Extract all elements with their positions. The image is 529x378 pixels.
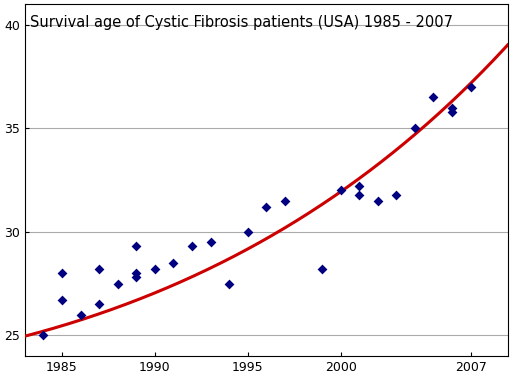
Point (355, 183, 363, 189)
Point (206, 239, 215, 245)
Point (411, 125, 419, 132)
Point (95, 266, 103, 272)
Point (95, 301, 103, 307)
Point (132, 274, 141, 280)
Point (467, 84, 475, 90)
Point (76, 311, 85, 318)
Point (373, 198, 382, 204)
Point (392, 192, 400, 198)
Text: Survival age of Cystic Fibrosis patients (USA) 1985 - 2007: Survival age of Cystic Fibrosis patients… (30, 15, 453, 30)
Point (132, 243, 141, 249)
Point (114, 280, 122, 287)
Point (58, 270, 66, 276)
Point (58, 297, 66, 303)
Point (355, 192, 363, 198)
Point (132, 270, 141, 276)
Point (243, 229, 252, 235)
Point (225, 280, 233, 287)
Point (336, 187, 345, 194)
Point (262, 204, 270, 210)
Point (169, 260, 178, 266)
Point (188, 243, 196, 249)
Point (448, 105, 456, 111)
Point (318, 266, 326, 272)
Point (151, 266, 159, 272)
Point (429, 94, 437, 100)
Point (448, 109, 456, 115)
Point (281, 198, 289, 204)
Point (39, 332, 48, 338)
